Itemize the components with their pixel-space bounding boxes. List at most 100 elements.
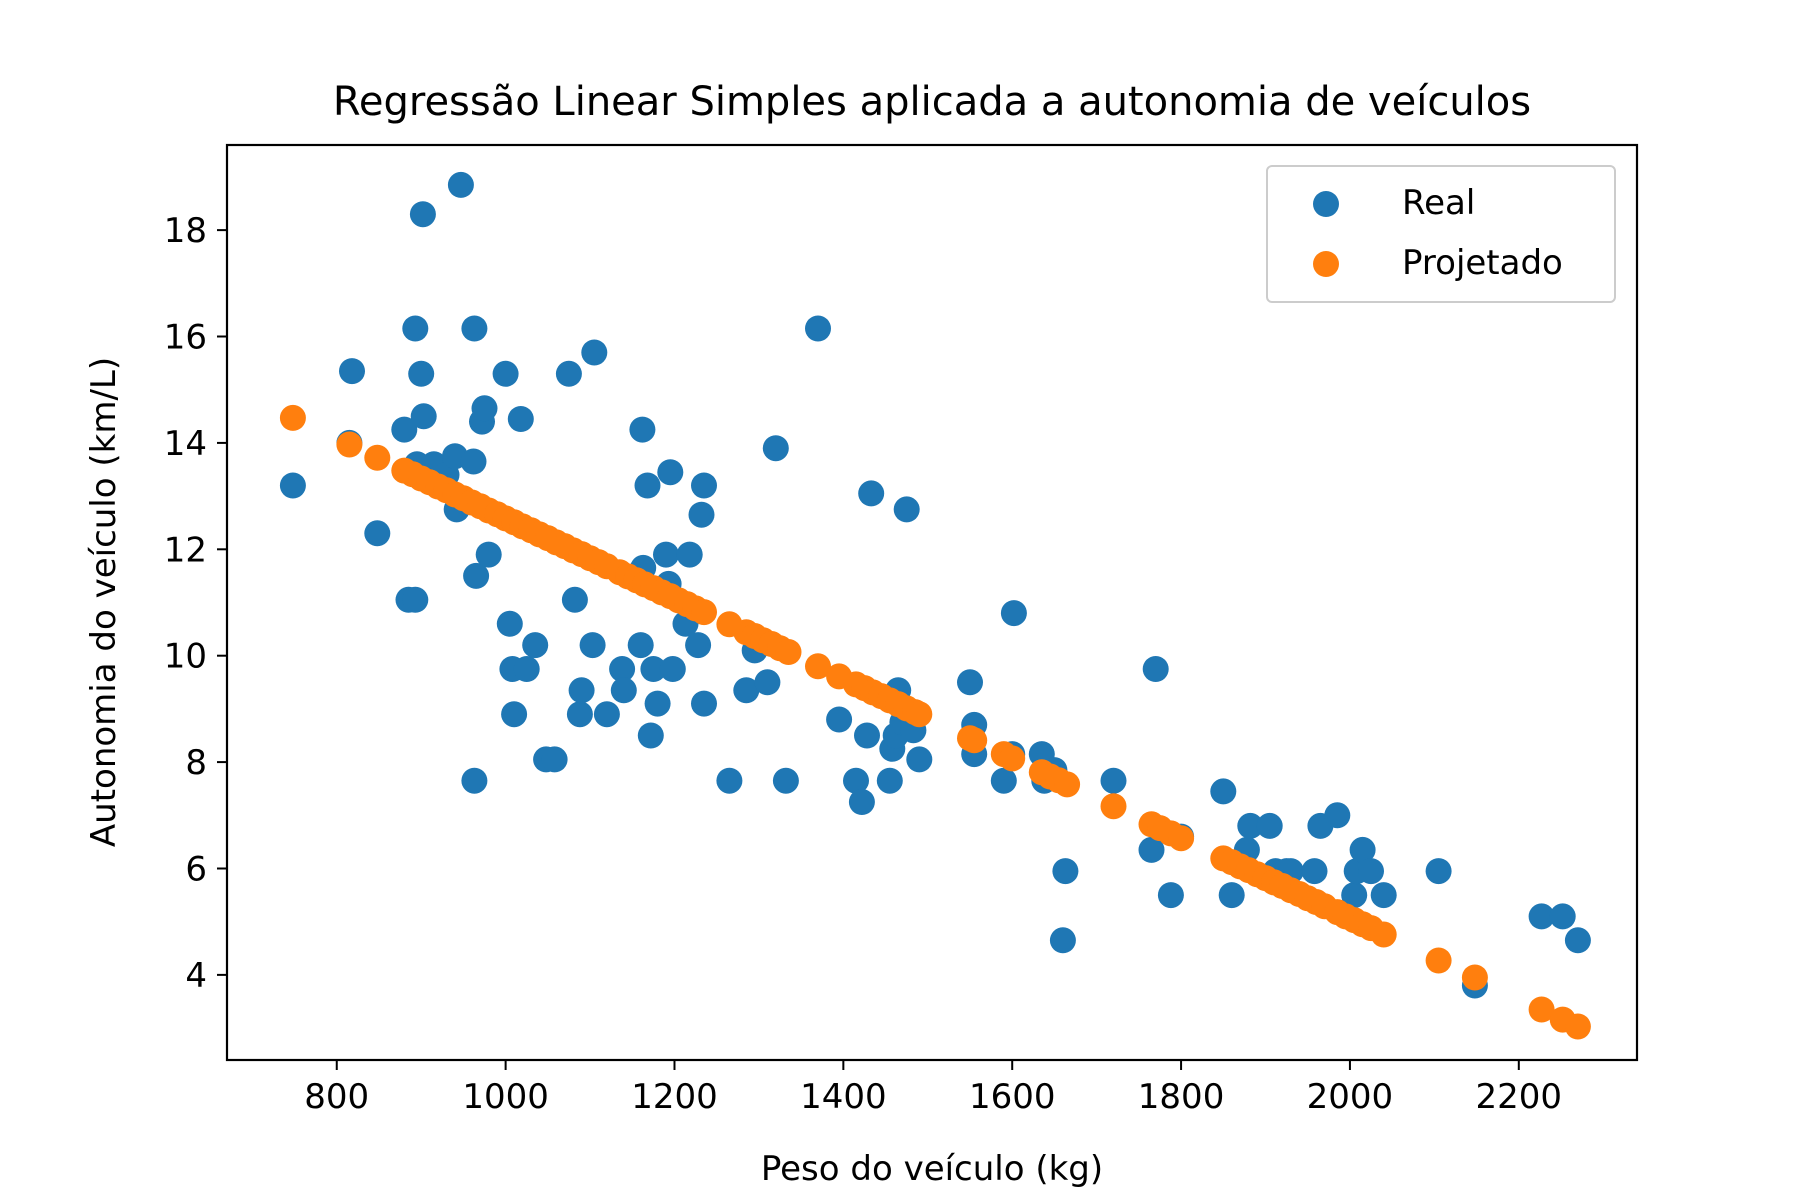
real-point-11 [409,201,436,228]
plot-frame [225,143,1639,1062]
real-point-7 [402,315,429,342]
y-tick-label-18: 18 [164,211,207,251]
real-point-28 [507,406,534,432]
real-point-65 [805,315,831,342]
real-point-38 [581,339,608,366]
real-point-55 [685,632,712,659]
real-point-90 [1100,767,1127,794]
real-point-42 [627,632,654,659]
y-tick-label-10: 10 [164,637,207,677]
real-point-2 [339,358,365,385]
projetado-point-2 [364,444,391,471]
x-tick-label-1000: 1000 [462,1077,549,1117]
projetado-point-56 [906,701,933,728]
real-point-6 [402,586,429,613]
real-point-78 [906,746,933,773]
projetado-series [279,404,1591,1040]
real-point-49 [653,541,679,568]
x-tick-label-1600: 1600 [969,1077,1056,1117]
y-axis: 4 6 8 10 12 14 16 18 [164,211,227,996]
x-tick-label-1800: 1800 [1138,1077,1225,1117]
real-point-41 [610,677,637,704]
real-point-32 [541,746,568,773]
legend-projetado-label: Projetado [1402,243,1563,283]
y-tick-label-12: 12 [164,530,207,570]
real-point-66 [826,706,853,733]
real-point-20 [463,562,490,589]
real-point-3 [364,520,391,547]
real-point-95 [1210,778,1237,805]
y-axis-label: Autonomia do veículo (km/L) [84,357,124,847]
projetado-point-65 [1100,793,1127,820]
real-point-76 [893,496,920,523]
y-tick-label-16: 16 [164,318,207,358]
projetado-point-60 [999,745,1026,772]
legend-box [1266,165,1616,303]
real-point-82 [990,767,1017,794]
projetado-point-89 [1425,947,1452,974]
real-point-63 [762,435,789,462]
projetado-point-64 [1054,771,1081,798]
real-point-60 [733,677,760,704]
real-point-34 [561,586,588,613]
projetado-point-69 [1168,825,1195,852]
real-point-45 [634,472,661,499]
x-axis-label: Peso do veículo (kg) [761,1149,1103,1189]
real-point-70 [858,480,885,507]
real-point-98 [1237,812,1264,839]
real-point-29 [513,656,540,682]
y-tick-label-4: 4 [185,956,207,996]
x-tick-label-800: 800 [304,1077,369,1117]
real-point-35 [566,701,593,728]
real-point-39 [593,701,620,728]
real-point-59 [716,767,743,794]
legend: Real Projetado [1266,165,1616,303]
legend-real-label: Real [1402,183,1475,223]
x-tick-label-1200: 1200 [631,1077,718,1117]
real-point-4 [391,416,418,443]
real-point-18 [461,315,488,342]
real-point-93 [1157,882,1184,909]
real-point-24 [492,360,519,387]
real-point-62 [754,669,781,696]
real-point-25 [496,610,523,637]
real-point-54 [676,541,703,568]
real-point-113 [1528,903,1555,930]
real-point-19 [461,767,488,794]
real-point-17 [460,448,487,475]
real-point-92 [1142,656,1169,682]
real-point-57 [691,472,717,499]
projetado-point-1 [336,431,363,458]
x-tick-label-2200: 2200 [1476,1077,1563,1117]
real-point-0 [279,472,306,499]
real-point-84 [1000,600,1027,627]
real-point-99 [1256,812,1283,839]
legend-projetado-marker [1313,251,1339,277]
real-point-91 [1138,836,1165,863]
real-point-46 [637,722,664,749]
projetado-point-90 [1461,964,1488,991]
real-point-105 [1324,802,1351,829]
real-point-111 [1425,858,1452,885]
real-point-115 [1564,927,1591,954]
x-tick-label-1400: 1400 [800,1077,887,1117]
projetado-point-38 [691,599,717,626]
y-tick-label-14: 14 [164,424,207,464]
real-point-106 [1341,882,1368,909]
x-tick-label-2000: 2000 [1307,1077,1394,1117]
real-point-103 [1301,858,1328,885]
real-point-110 [1370,882,1397,909]
legend-real-marker [1313,191,1339,217]
real-point-36 [568,677,595,704]
real-point-71 [876,767,903,794]
real-point-52 [659,656,686,682]
real-point-109 [1358,858,1384,885]
real-point-23 [475,541,502,568]
real-point-48 [644,690,671,717]
real-point-16 [447,171,474,198]
real-point-47 [640,656,667,682]
projetado-point-46 [805,653,831,680]
projetado-point-91 [1528,996,1555,1023]
real-point-89 [1052,858,1079,885]
